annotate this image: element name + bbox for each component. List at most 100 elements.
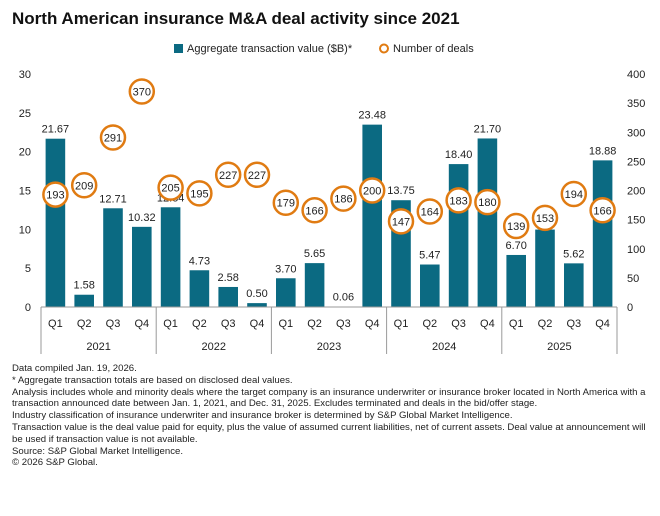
footnote-classification: Industry classification of insurance und… — [12, 410, 513, 422]
y-right-tick-label: 350 — [627, 98, 645, 110]
deal-count-label: 139 — [507, 221, 525, 233]
bar-transaction-value — [276, 278, 296, 307]
x-tick-label-quarter: Q2 — [192, 318, 207, 330]
deal-count-marker — [243, 161, 271, 189]
y-right-tick-label: 400 — [627, 69, 645, 81]
x-tick-label-quarter: Q2 — [307, 318, 322, 330]
deal-count-label: 209 — [75, 180, 93, 192]
footnote-source: Source: S&P Global Market Intelligence. — [12, 445, 184, 457]
deal-count-marker — [560, 180, 588, 208]
bar-value-label: 18.40 — [445, 149, 473, 161]
deal-count-marker — [99, 124, 127, 151]
x-tick-label-quarter: Q2 — [538, 318, 553, 330]
x-tick-label-quarter: Q3 — [566, 318, 581, 330]
y-left-tick-label: 25 — [19, 108, 31, 120]
deal-count-marker — [358, 177, 386, 204]
footnotes: Data compiled Jan. 19, 2026. * Aggregate… — [12, 363, 652, 469]
x-tick-label-quarter: Q4 — [480, 318, 495, 330]
legend-label-number-of-deals: Number of deals — [393, 43, 474, 55]
bar-transaction-value — [189, 270, 210, 307]
deal-count-label: 194 — [565, 189, 583, 201]
x-tick-label-quarter: Q3 — [336, 318, 351, 330]
deal-count-label: 153 — [536, 213, 554, 225]
x-tick-label-year: 2025 — [547, 341, 571, 353]
x-tick-label-quarter: Q4 — [250, 318, 265, 330]
bar-value-label: 21.67 — [42, 124, 70, 136]
footnote-asterisk: * Aggregate transaction totals are based… — [12, 374, 293, 386]
deal-count-marker — [416, 198, 444, 225]
deal-count-label: 164 — [421, 206, 439, 218]
y-right-tick-label: 100 — [627, 244, 645, 256]
bar-transaction-value — [564, 263, 584, 307]
footnote-date: Data compiled Jan. 19, 2026. — [12, 363, 137, 374]
x-tick-label-year: 2021 — [86, 341, 110, 353]
deal-count-marker — [128, 78, 156, 105]
x-tick-label-quarter: Q1 — [509, 318, 524, 330]
bar-transaction-value — [45, 138, 66, 307]
y-right-tick-label: 50 — [627, 273, 639, 285]
deal-count-label: 183 — [449, 195, 467, 207]
x-tick-label-quarter: Q3 — [451, 318, 466, 330]
deal-count-marker — [272, 189, 300, 216]
footnote-analysis: Analysis includes whole and minority dea… — [12, 386, 646, 410]
deal-count-label: 291 — [104, 132, 122, 144]
x-tick-label-quarter: Q3 — [221, 318, 236, 330]
deal-count-label: 200 — [363, 186, 381, 198]
bar-transaction-value — [362, 124, 382, 307]
footnote-copyright: © 2026 S&P Global. — [12, 457, 98, 469]
bar-transaction-value — [535, 229, 555, 307]
bar-transaction-value — [448, 164, 469, 307]
bar-value-label: 4.73 — [189, 255, 210, 267]
bar-transaction-value — [160, 207, 181, 307]
bar-value-label: 0.06 — [333, 292, 354, 304]
legend-marker-number-of-deals — [379, 43, 389, 54]
bar-value-label: 2.58 — [217, 272, 238, 284]
y-right-tick-label: 200 — [627, 186, 645, 198]
combo-chart: Aggregate transaction value ($B)* Number … — [19, 43, 645, 354]
deal-count-marker — [531, 204, 559, 232]
footnote-transaction-value: Transaction value is the deal value paid… — [12, 421, 646, 445]
bar-transaction-value — [74, 294, 94, 307]
bar-value-label: 23.48 — [358, 110, 386, 122]
deal-count-marker — [301, 197, 328, 224]
bar-value-label: 1.58 — [73, 280, 94, 292]
deal-count-label: 370 — [133, 86, 151, 98]
deal-count-label: 205 — [161, 183, 179, 195]
deal-count-marker — [42, 181, 69, 208]
chart-title: North American insurance M&A deal activi… — [12, 9, 460, 28]
x-tick-label-quarter: Q4 — [595, 318, 610, 330]
deal-count-marker — [589, 197, 616, 224]
x-tick-label-quarter: Q1 — [394, 318, 409, 330]
y-left-tick-label: 15 — [19, 186, 31, 198]
bar-transaction-value — [218, 286, 238, 307]
bar-value-label: 13.75 — [387, 185, 415, 197]
y-right-tick-label: 300 — [627, 127, 645, 139]
bar-transaction-value — [304, 263, 325, 307]
bar-transaction-value — [247, 303, 267, 307]
x-tick-label-quarter: Q1 — [278, 318, 293, 330]
deal-count-marker — [186, 180, 213, 207]
bar-value-label: 21.70 — [474, 123, 502, 135]
x-tick-label-year: 2024 — [432, 341, 456, 353]
y-right-tick-label: 0 — [627, 302, 633, 314]
deal-count-marker — [445, 187, 472, 214]
deal-count-label: 227 — [219, 170, 237, 182]
x-tick-label-year: 2023 — [317, 341, 341, 353]
y-right-tick-label: 250 — [627, 156, 645, 168]
legend-swatch-transaction-value — [174, 44, 183, 53]
bar-transaction-value — [103, 208, 123, 307]
deal-count-label: 166 — [305, 205, 323, 217]
x-tick-label-year: 2022 — [202, 341, 226, 353]
bar-value-label: 5.47 — [419, 250, 440, 262]
bar-value-label: 3.70 — [275, 263, 296, 275]
x-tick-label-quarter: Q1 — [48, 318, 63, 330]
deal-count-marker — [157, 174, 184, 201]
deal-count-label: 166 — [593, 205, 611, 217]
bar-value-label: 12.71 — [99, 193, 127, 205]
deal-count-marker — [474, 188, 501, 216]
bar-value-label: 5.65 — [304, 248, 325, 260]
bar-transaction-value — [132, 226, 152, 307]
bar-transaction-value — [420, 264, 440, 307]
bar-value-label: 5.62 — [563, 248, 584, 260]
bar-value-label: 10.32 — [128, 212, 156, 224]
